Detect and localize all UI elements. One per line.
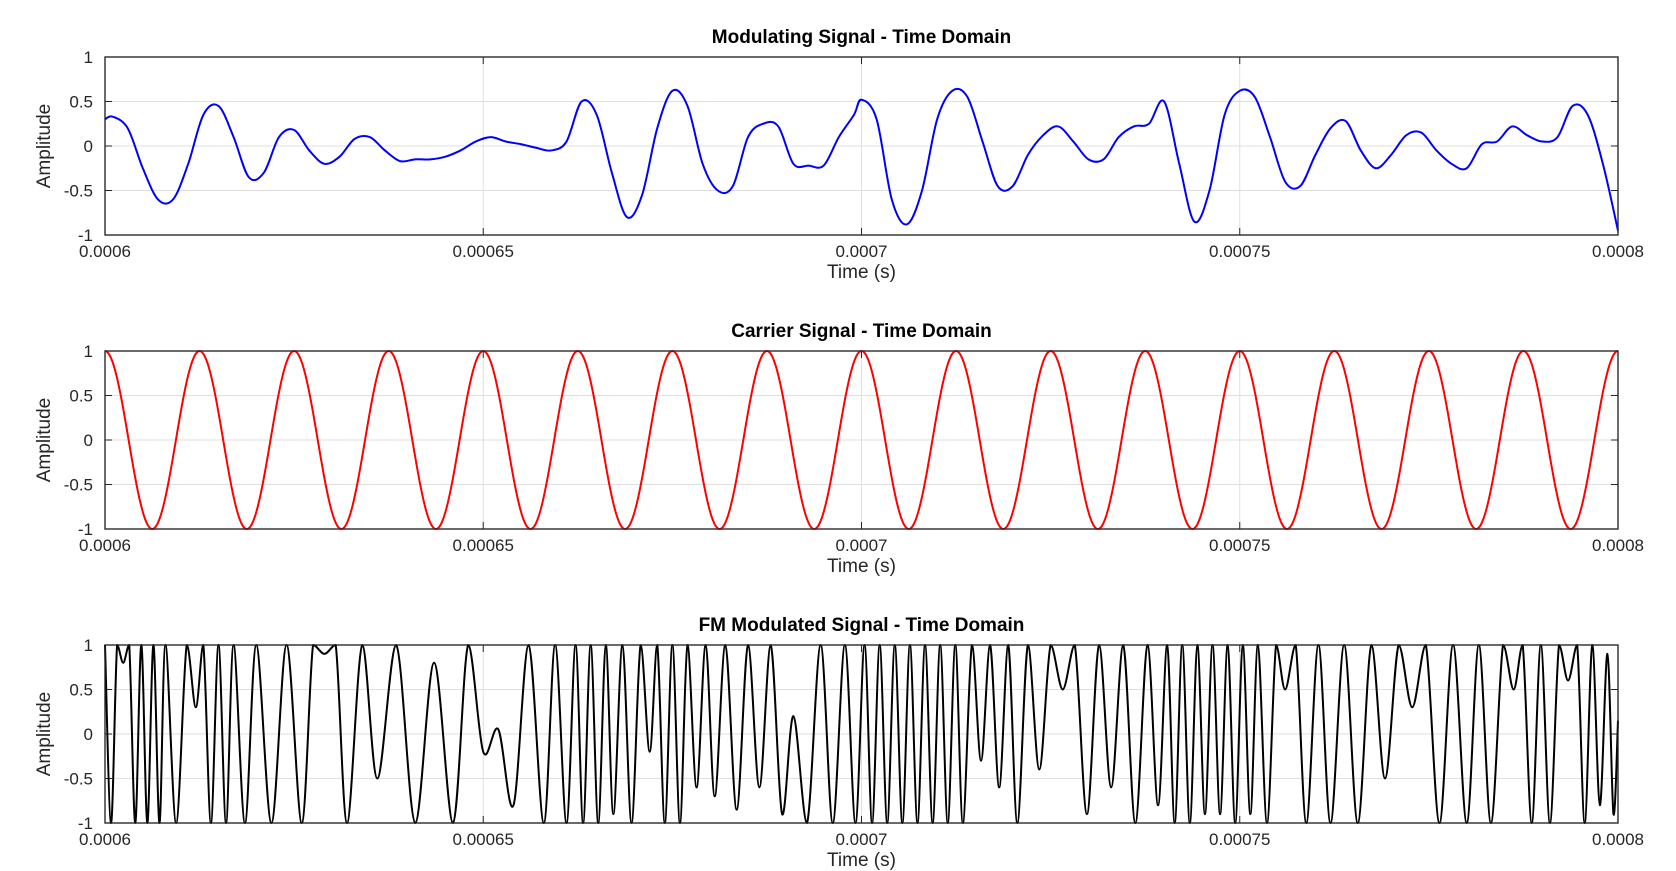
chart-1-x-tick-label: 0.0006: [79, 242, 131, 261]
chart-2-x-tick-label: 0.0008: [1592, 536, 1644, 555]
chart-1-y-axis-label: Amplitude: [34, 104, 55, 189]
chart-3-axes-frame: [104, 644, 1619, 824]
chart-3-x-tick-label: 0.00075: [1209, 830, 1270, 849]
chart-2-y-tick-label: 0.5: [69, 387, 93, 406]
chart-3-y-tick-label: 0.5: [69, 681, 93, 700]
chart-2-y-tick-label: 1: [84, 342, 93, 361]
chart-2-axes-frame: [104, 350, 1619, 530]
chart-3-series-line: [104, 644, 1619, 824]
chart-2-x-tick-label: 0.00065: [453, 536, 514, 555]
chart-1-y-tick-label: -0.5: [64, 182, 93, 201]
chart-1-x-tick-label: 0.0008: [1592, 242, 1644, 261]
chart-3-y-axis-label: Amplitude: [34, 692, 55, 777]
chart-2-y-tick-label: 0: [84, 431, 93, 450]
chart-3-x-tick-label: 0.0007: [836, 830, 888, 849]
chart-1-x-tick-label: 0.0007: [836, 242, 888, 261]
chart-1-axes-frame: [104, 56, 1619, 236]
chart-3-title: FM Modulated Signal - Time Domain: [699, 615, 1025, 636]
chart-3-x-tick-label: 0.00065: [453, 830, 514, 849]
chart-1-x-axis-label: Time (s): [827, 262, 896, 283]
chart-2-x-axis-label: Time (s): [827, 556, 896, 577]
chart-1-x-tick-label: 0.00075: [1209, 242, 1270, 261]
chart-1-y-tick-label: -1: [78, 226, 93, 245]
chart-3-y-tick-label: -1: [78, 814, 93, 833]
chart-1-y-tick-label: 0: [84, 137, 93, 156]
chart-2-y-tick-label: -0.5: [64, 476, 93, 495]
chart-2-x-tick-label: 0.0006: [79, 536, 131, 555]
chart-1-title: Modulating Signal - Time Domain: [712, 27, 1011, 48]
chart-2-x-tick-label: 0.00075: [1209, 536, 1270, 555]
chart-1-series-line: [104, 87, 1619, 231]
chart-3-x-axis-label: Time (s): [827, 850, 896, 871]
chart-1-x-tick-label: 0.00065: [453, 242, 514, 261]
chart-2-y-axis-label: Amplitude: [34, 398, 55, 483]
chart-1-y-tick-label: 0.5: [69, 93, 93, 112]
chart-2-y-tick-label: -1: [78, 520, 93, 539]
chart-3-x-tick-label: 0.0006: [79, 830, 131, 849]
chart-3-x-tick-label: 0.0008: [1592, 830, 1644, 849]
chart-2-x-tick-label: 0.0007: [836, 536, 888, 555]
chart-2-title: Carrier Signal - Time Domain: [731, 321, 991, 342]
chart-3-y-tick-label: 1: [84, 636, 93, 655]
chart-3-y-tick-label: 0: [84, 725, 93, 744]
chart-3-y-tick-label: -0.5: [64, 770, 93, 789]
chart-1-y-tick-label: 1: [84, 48, 93, 67]
